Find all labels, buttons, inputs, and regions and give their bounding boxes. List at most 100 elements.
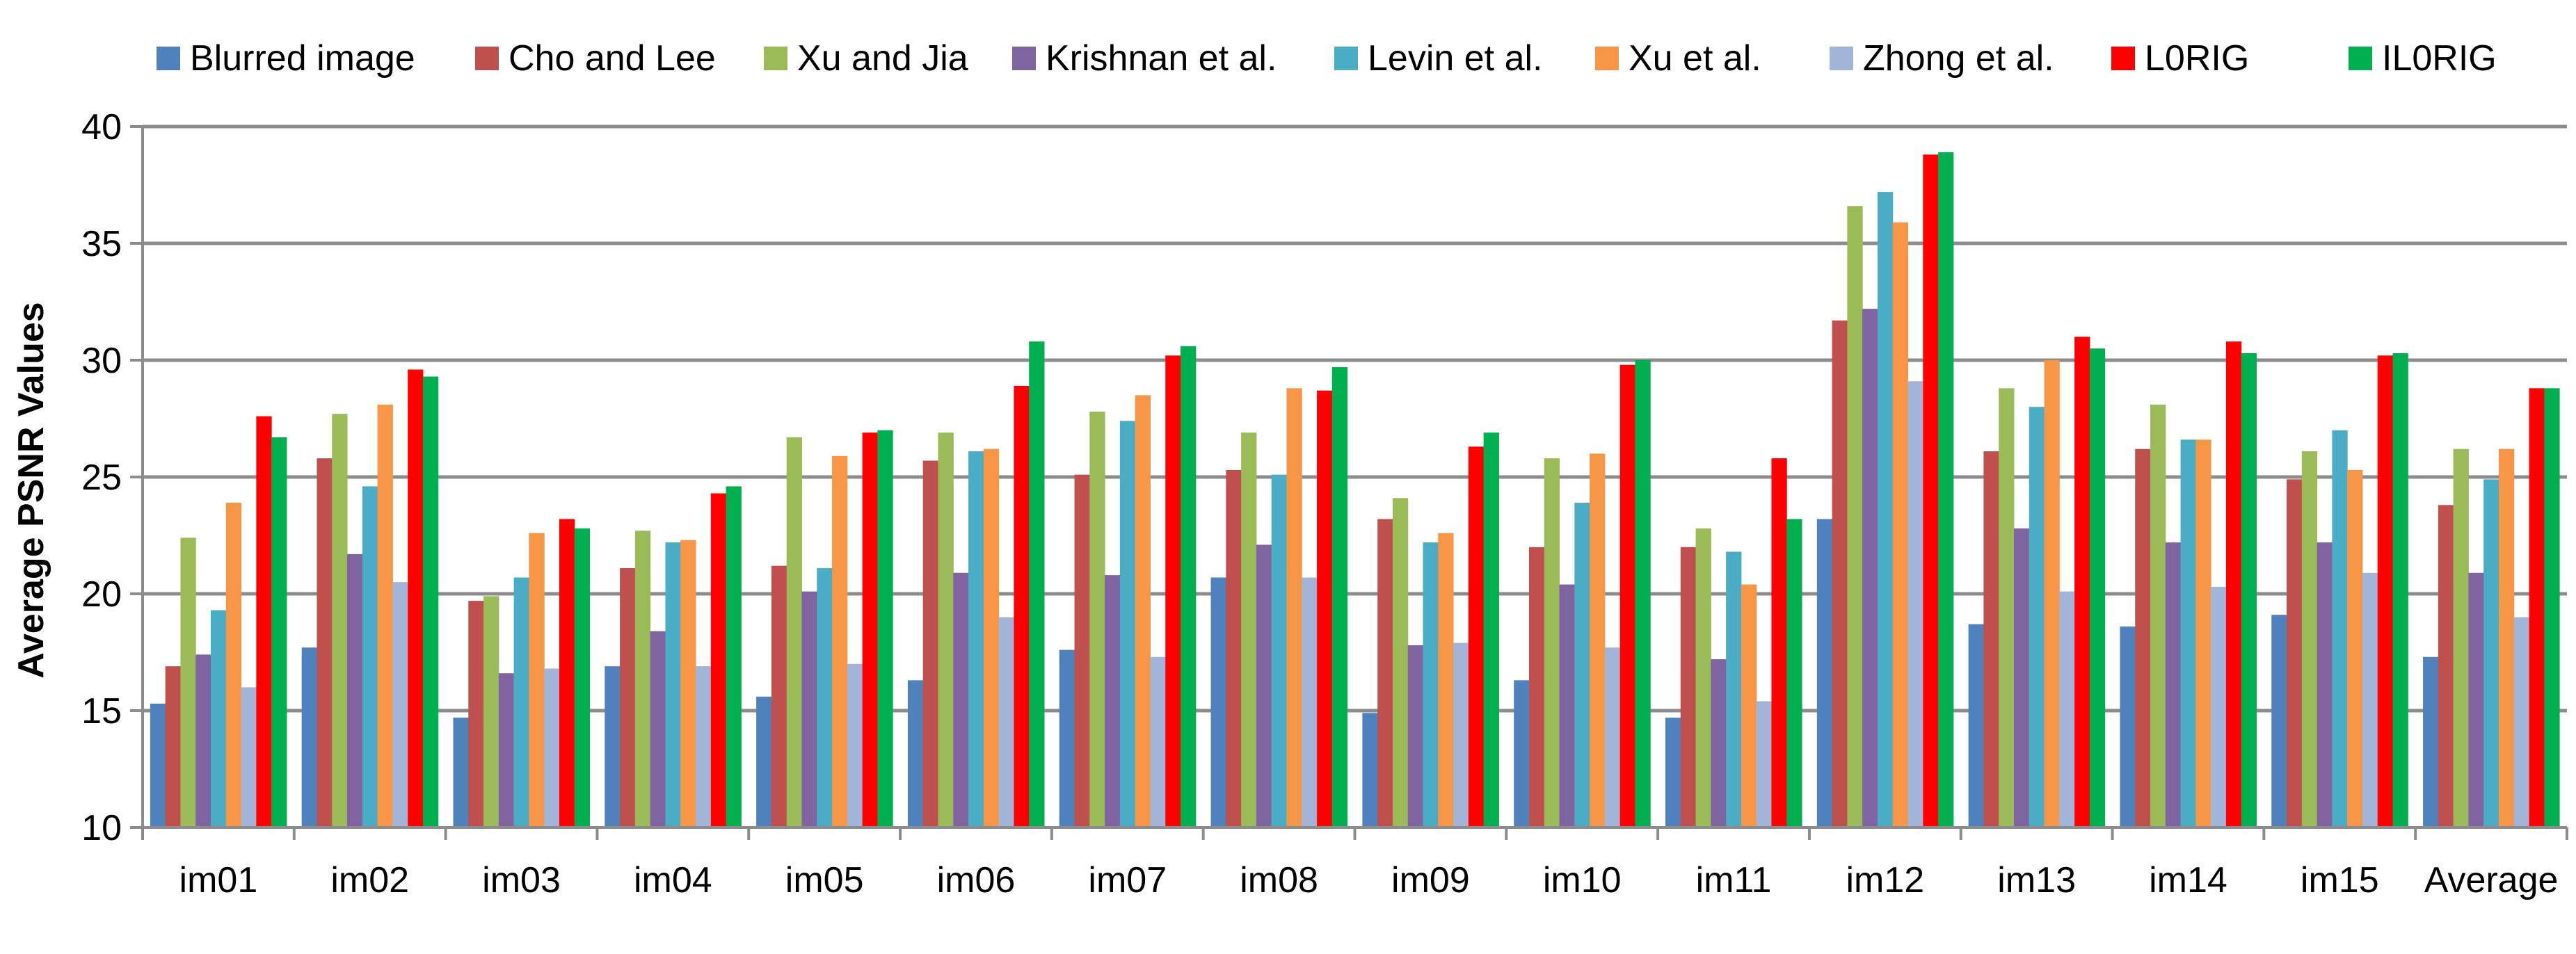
bar-im11-s1 <box>1665 718 1681 827</box>
bar-im05-s3 <box>786 437 802 827</box>
bar-im01-s2 <box>165 666 181 827</box>
bar-im03-s7 <box>544 668 560 827</box>
bar-im08-s8 <box>1317 390 1333 827</box>
bar-im15-s2 <box>2287 479 2303 827</box>
bar-im10-s7 <box>1604 647 1621 827</box>
bar-im09-s1 <box>1362 713 1378 827</box>
bar-im06-s9 <box>1029 341 1045 827</box>
x-tick-label: im08 <box>1240 860 1318 900</box>
x-tick-label: im01 <box>179 860 258 900</box>
y-axis-title: Average PSNR Values <box>11 302 51 678</box>
x-tick-label: im02 <box>330 860 409 900</box>
bar-im07-s4 <box>1105 575 1121 827</box>
legend-swatch <box>1012 47 1036 70</box>
bar-im11-s2 <box>1680 547 1697 827</box>
bar-im09-s2 <box>1377 519 1393 827</box>
bar-im09-s5 <box>1423 542 1439 827</box>
bar-im06-s7 <box>998 617 1014 827</box>
bar-im02-s5 <box>362 486 378 827</box>
bar-im02-s1 <box>301 647 317 827</box>
legend-label: Zhong et al. <box>1863 38 2054 79</box>
bar-im10-s5 <box>1574 502 1590 827</box>
bar-im12-s1 <box>1816 519 1833 827</box>
bar-im05-s1 <box>756 696 772 827</box>
bar-im13-s7 <box>2059 591 2075 827</box>
bar-im12-s5 <box>1877 192 1894 828</box>
bar-im04-s5 <box>665 542 681 827</box>
bar-im15-s8 <box>2377 355 2394 827</box>
bar-im12-s2 <box>1832 320 1848 827</box>
bar-im02-s4 <box>347 553 363 827</box>
bar-im14-s9 <box>2241 353 2257 827</box>
bar-im09-s3 <box>1392 498 1409 827</box>
bar-im08-s4 <box>1256 544 1272 827</box>
y-tick-label: 20 <box>81 574 122 615</box>
bar-im11-s6 <box>1741 584 1757 827</box>
bar-im04-s7 <box>696 666 712 827</box>
x-tick-label: im09 <box>1391 860 1470 900</box>
legend-label: Xu and Jia <box>797 38 968 79</box>
bar-im10-s1 <box>1514 680 1530 827</box>
bar-im08-s7 <box>1302 577 1318 827</box>
bar-im08-s3 <box>1241 432 1257 827</box>
bar-im12-s3 <box>1847 206 1863 827</box>
bar-im07-s8 <box>1165 355 1181 827</box>
legend-swatch <box>1334 47 1358 70</box>
bar-im04-s9 <box>726 486 742 827</box>
bar-im13-s8 <box>2074 337 2090 827</box>
bar-im05-s6 <box>832 455 848 827</box>
bar-im08-s1 <box>1210 577 1226 827</box>
bar-im04-s4 <box>650 631 666 827</box>
bar-im15-s1 <box>2271 615 2287 827</box>
bar-im10-s8 <box>1619 364 1635 827</box>
bar-im13-s1 <box>1968 624 1984 827</box>
bar-im07-s7 <box>1150 656 1166 827</box>
bar-im12-s8 <box>1923 154 1939 827</box>
bar-im15-s4 <box>2317 542 2333 827</box>
legend: Blurred image Cho and Lee Xu and Jia Krishn… <box>157 38 2497 79</box>
bar-im04-s3 <box>634 531 651 827</box>
bar-im06-s5 <box>968 451 984 827</box>
bar-im08-s6 <box>1286 388 1302 827</box>
bar-im14-s7 <box>2211 586 2227 827</box>
bar-im14-s3 <box>2150 404 2166 827</box>
bar-im12-s9 <box>1938 152 1954 827</box>
bar-im05-s4 <box>801 591 817 827</box>
bar-im06-s1 <box>907 680 924 827</box>
bar-im02-s7 <box>392 582 408 827</box>
bar-im06-s6 <box>983 448 1000 827</box>
bar-im05-s5 <box>817 568 833 827</box>
bar-im12-s7 <box>1907 381 1923 827</box>
legend-swatch <box>764 47 787 70</box>
bar-im11-s7 <box>1756 701 1772 827</box>
bar-im15-s6 <box>2347 469 2363 827</box>
bar-im07-s9 <box>1181 346 1197 828</box>
bar-im13-s5 <box>2029 407 2045 827</box>
legend-label: IL0RIG <box>2382 38 2497 79</box>
bar-im03-s1 <box>453 718 469 827</box>
y-tick-label: 30 <box>81 341 122 381</box>
bar-im10-s9 <box>1635 360 1651 827</box>
bar-im05-s9 <box>877 430 893 827</box>
bar-im03-s4 <box>498 673 515 827</box>
bar-im05-s8 <box>862 432 878 827</box>
bar-im02-s8 <box>408 369 424 827</box>
bar-average-s1 <box>2423 656 2439 827</box>
bar-im03-s5 <box>513 577 529 827</box>
bar-im14-s5 <box>2180 439 2196 827</box>
legend-swatch <box>2349 47 2372 70</box>
bar-im07-s2 <box>1074 474 1090 827</box>
legend-label: Cho and Lee <box>509 38 716 79</box>
bar-im01-s8 <box>256 416 272 827</box>
bar-im07-s6 <box>1135 395 1151 827</box>
bar-im07-s1 <box>1059 649 1075 827</box>
bar-average-s9 <box>2544 388 2560 827</box>
legend-label: Levin et al. <box>1368 38 1543 79</box>
bar-im04-s8 <box>710 493 727 827</box>
x-tick-label: im03 <box>482 860 561 900</box>
bar-im01-s6 <box>225 502 242 827</box>
bar-im12-s4 <box>1862 309 1878 828</box>
bar-im04-s2 <box>620 568 636 827</box>
bar-im06-s2 <box>922 460 939 827</box>
